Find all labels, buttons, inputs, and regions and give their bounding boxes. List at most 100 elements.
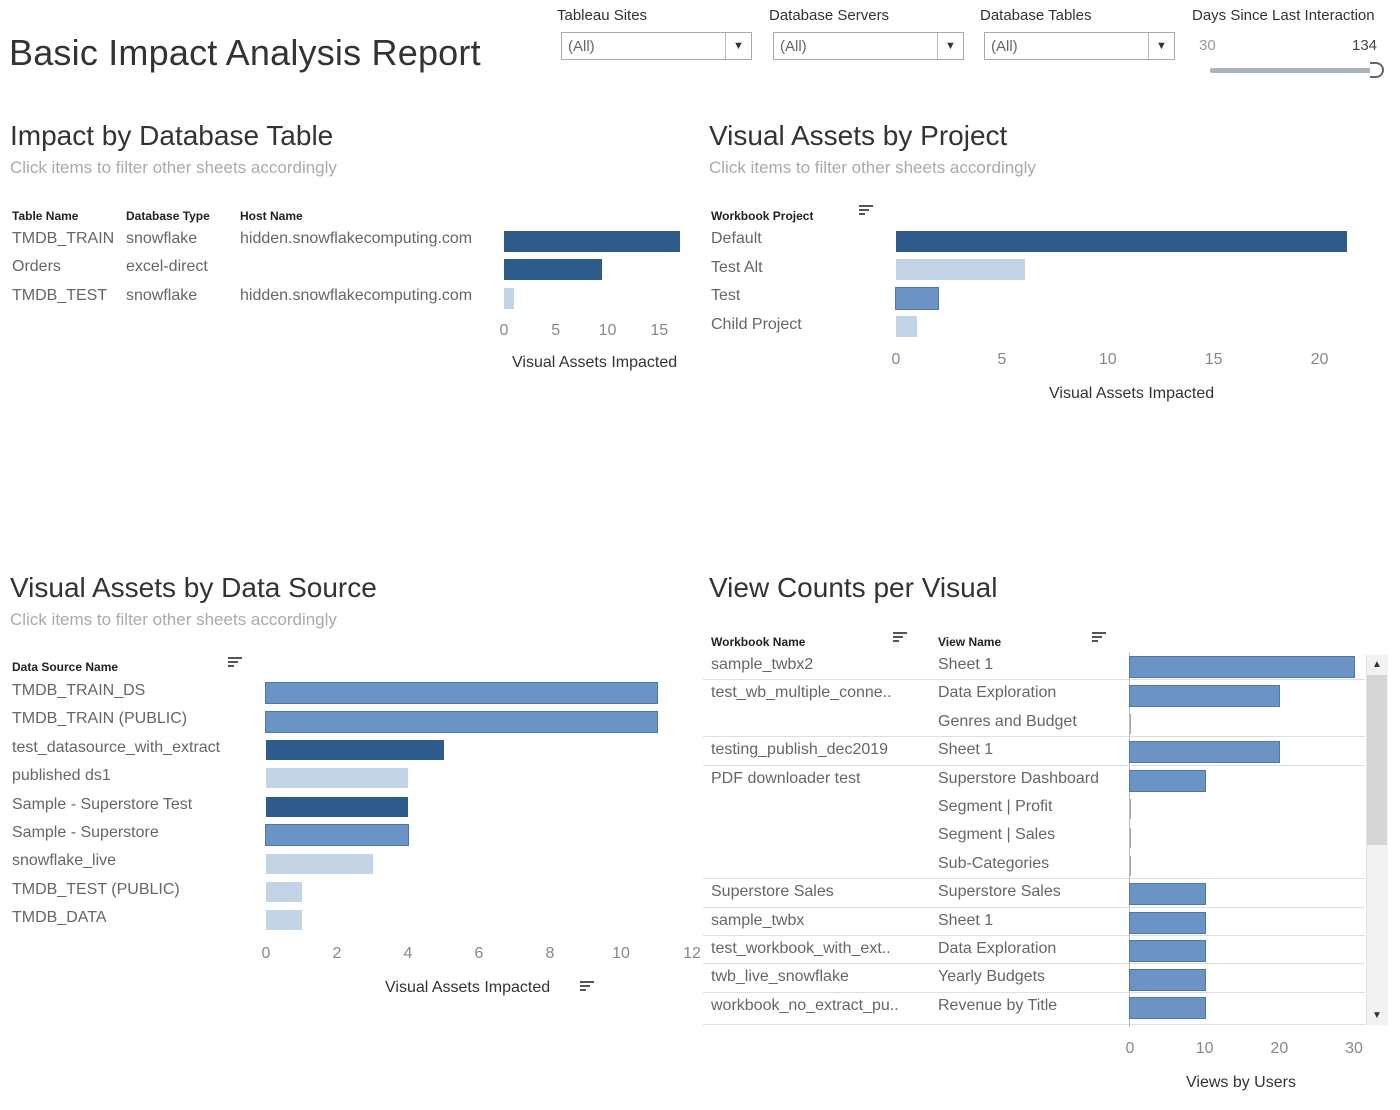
bar[interactable]	[1129, 997, 1206, 1019]
bar[interactable]	[1129, 656, 1355, 679]
bar[interactable]	[1130, 856, 1131, 876]
sort-icon[interactable]	[893, 632, 907, 644]
tableau-sites-select[interactable]: (All) ▼	[561, 32, 752, 60]
bar[interactable]	[266, 910, 302, 931]
col-header-data-source-name[interactable]: Data Source Name	[12, 660, 119, 674]
table-name-cell[interactable]: Orders	[12, 258, 61, 275]
database-type-cell[interactable]: snowflake	[126, 287, 198, 304]
col-header-view-name[interactable]: View Name	[938, 635, 1002, 649]
bar[interactable]	[266, 796, 408, 817]
range-slider-handle[interactable]	[1370, 62, 1384, 78]
view-name-cell[interactable]: Sheet 1	[938, 656, 994, 673]
sort-icon[interactable]	[580, 981, 594, 993]
view-name-cell[interactable]: Revenue by Title	[938, 996, 1058, 1014]
database-tables-select[interactable]: (All) ▼	[984, 32, 1175, 60]
workbook-name-cell[interactable]: Superstore Sales	[711, 883, 834, 901]
bar[interactable]	[1129, 883, 1206, 906]
col-header-database-type[interactable]: Database Type	[126, 209, 210, 223]
bar[interactable]	[894, 286, 940, 310]
chevron-up-icon[interactable]: ▲	[1372, 658, 1382, 670]
workbook-name-cell[interactable]: testing_publish_dec2019	[711, 741, 889, 759]
bar[interactable]	[266, 740, 444, 760]
workbook-name-cell[interactable]: workbook_no_extract_pu..	[711, 996, 899, 1014]
view-name-cell[interactable]: Data Exploration	[938, 940, 1057, 957]
bar[interactable]	[1129, 940, 1206, 963]
bar[interactable]	[504, 230, 680, 252]
view-name-cell[interactable]: Superstore Dashboard	[938, 769, 1099, 787]
bar[interactable]	[1128, 741, 1281, 764]
row-divider	[703, 963, 1365, 965]
bar[interactable]	[1129, 911, 1206, 934]
chevron-down-icon[interactable]: ▼	[937, 33, 963, 59]
database-type-cell[interactable]: excel-direct	[126, 258, 208, 275]
view-name-cell[interactable]: Superstore Sales	[938, 883, 1061, 901]
chevron-down-icon[interactable]: ▼	[1372, 1009, 1382, 1021]
bar[interactable]	[265, 710, 658, 733]
bar-category-label[interactable]: published ds1	[12, 767, 111, 785]
bar-category-label[interactable]: snowflake_live	[12, 852, 117, 870]
db-table-axis-title: Visual Assets Impacted	[512, 354, 678, 371]
chevron-down-icon[interactable]: ▼	[1148, 33, 1174, 59]
workbook-name-cell[interactable]: twb_live_snowflake	[711, 968, 849, 986]
bar[interactable]	[504, 287, 515, 309]
bar-category-label[interactable]: TMDB_TRAIN_DS	[12, 682, 146, 699]
sort-icon[interactable]	[228, 657, 242, 669]
workbook-name-cell[interactable]: test_wb_multiple_conne..	[711, 684, 892, 702]
database-type-cell[interactable]: snowflake	[126, 230, 198, 247]
bar[interactable]	[1129, 769, 1206, 792]
bar-category-label[interactable]: Child Project	[711, 315, 802, 333]
bar[interactable]	[1130, 714, 1131, 734]
table-name-cell[interactable]: TMDB_TEST	[12, 287, 108, 304]
bar-category-label[interactable]: Sample - Superstore	[12, 824, 159, 841]
bar[interactable]	[266, 853, 373, 874]
bar-category-label[interactable]: Default	[711, 230, 762, 247]
view-name-cell[interactable]: Genres and Budget	[938, 712, 1077, 730]
host-name-cell[interactable]: hidden.snowflakecomputing.com	[240, 230, 473, 247]
bar-category-label[interactable]: TMDB_DATA	[12, 909, 107, 927]
workbook-name-cell[interactable]: sample_twbx	[711, 911, 805, 929]
db-table-title: Impact by Database Table	[10, 120, 334, 151]
bar-category-label[interactable]: Test	[711, 287, 741, 304]
col-header-table-name[interactable]: Table Name	[12, 209, 79, 223]
workbook-name-cell[interactable]: sample_twbx2	[711, 656, 814, 673]
view-name-cell[interactable]: Data Exploration	[938, 684, 1057, 702]
axis-tick-label: 0	[1125, 1040, 1135, 1057]
bar[interactable]	[1128, 684, 1281, 707]
bar[interactable]	[266, 768, 408, 789]
workbook-name-cell[interactable]: PDF downloader test	[711, 769, 861, 787]
col-header-host-name[interactable]: Host Name	[240, 209, 303, 223]
scrollbar-thumb[interactable]	[1367, 675, 1387, 845]
view-name-cell[interactable]: Sub-Categories	[938, 854, 1050, 872]
bar-category-label[interactable]: test_datasource_with_extract	[12, 738, 221, 756]
bar-category-label[interactable]: Sample - Superstore Test	[12, 795, 193, 813]
workbook-name-cell[interactable]: test_workbook_with_ext..	[711, 940, 891, 957]
view-name-cell[interactable]: Sheet 1	[938, 741, 994, 759]
bar[interactable]	[896, 316, 918, 338]
bar[interactable]	[265, 682, 658, 705]
bar[interactable]	[896, 230, 1347, 252]
col-header-workbook-project[interactable]: Workbook Project	[711, 209, 814, 223]
table-name-cell[interactable]: TMDB_TRAIN	[12, 230, 115, 247]
sort-icon[interactable]	[1092, 632, 1106, 644]
sort-icon[interactable]	[859, 205, 873, 217]
host-name-cell[interactable]: hidden.snowflakecomputing.com	[240, 287, 473, 304]
bar[interactable]	[1130, 827, 1131, 848]
axis-tick-label: 4	[403, 945, 413, 962]
chevron-down-icon[interactable]: ▼	[725, 33, 751, 59]
view-name-cell[interactable]: Segment | Sales	[938, 826, 1056, 844]
view-name-cell[interactable]: Segment | Profit	[938, 798, 1053, 815]
database-servers-select[interactable]: (All) ▼	[773, 32, 964, 60]
bar[interactable]	[1129, 968, 1206, 991]
col-header-workbook-name[interactable]: Workbook Name	[711, 635, 806, 649]
range-slider-track[interactable]	[1210, 68, 1378, 73]
bar-category-label[interactable]: Test Alt	[711, 258, 763, 276]
view-name-cell[interactable]: Yearly Budgets	[938, 968, 1046, 986]
bar[interactable]	[266, 882, 302, 902]
view-name-cell[interactable]: Sheet 1	[938, 911, 994, 929]
bar-category-label[interactable]: TMDB_TEST (PUBLIC)	[12, 880, 180, 898]
bar[interactable]	[265, 824, 409, 847]
bar[interactable]	[896, 259, 1026, 281]
bar[interactable]	[504, 259, 603, 281]
bar[interactable]	[1130, 799, 1131, 820]
bar-category-label[interactable]: TMDB_TRAIN (PUBLIC)	[12, 710, 188, 728]
